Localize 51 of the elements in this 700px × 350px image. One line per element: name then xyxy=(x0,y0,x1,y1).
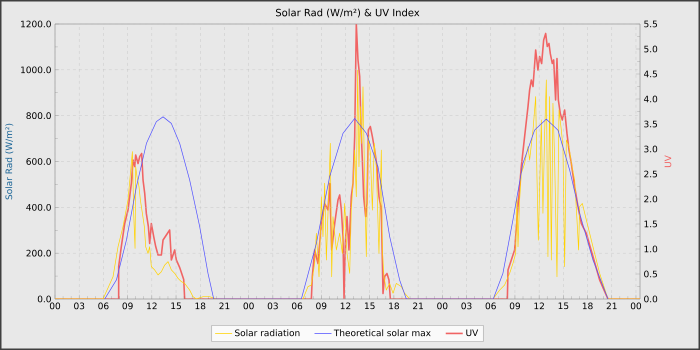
x-tick-label: 15 xyxy=(171,302,181,310)
legend-label: Solar radiation xyxy=(235,329,300,336)
y2-tick-label: 2.5 xyxy=(644,170,658,178)
x-tick-label: 18 xyxy=(389,302,399,310)
x-tick-label: 03 xyxy=(461,302,472,310)
x-tick-label: 12 xyxy=(147,302,157,310)
y2-axis-title: UV xyxy=(664,155,672,168)
y-tick-label: 0.0 xyxy=(38,296,51,302)
y2-tick-label: 0.0 xyxy=(644,296,658,302)
y2-tick-label: 5.5 xyxy=(644,20,658,28)
x-tick-label: 21 xyxy=(219,302,230,310)
y2-tick-label: 4.0 xyxy=(644,96,658,102)
legend-label: UV xyxy=(466,329,478,336)
x-tick-label: 00 xyxy=(437,302,448,310)
x-tick-label: 00 xyxy=(630,302,642,310)
line-series xyxy=(104,116,608,299)
x-tick-label: 00 xyxy=(50,302,60,310)
y2-tick-label: 3.0 xyxy=(644,146,658,152)
y-tick-label: 800.0 xyxy=(26,112,51,120)
legend-label: Theoretical solar max xyxy=(334,329,431,336)
x-tick-label: 15 xyxy=(558,302,568,310)
y2-tick-label: 2.0 xyxy=(644,196,658,202)
x-tick-label: 03 xyxy=(74,302,84,310)
y-tick-label: 200.0 xyxy=(26,250,51,257)
y2-tick-label: 5.0 xyxy=(644,46,658,52)
chart-title: Solar Rad (W/m²) & UV Index xyxy=(276,8,420,18)
y2-tick-label: 1.0 xyxy=(644,246,658,252)
y2-tick-label: 0.5 xyxy=(644,270,658,278)
x-tick-label: 03 xyxy=(268,302,278,310)
y2-tick-label: 4.5 xyxy=(644,70,658,78)
x-tick-label: 00 xyxy=(244,302,254,310)
x-tick-label: 06 xyxy=(486,302,496,310)
y2-tick-label: 1.5 xyxy=(644,220,658,228)
x-tick-label: 21 xyxy=(606,302,617,310)
x-tick-label: 09 xyxy=(122,302,133,310)
x-tick-label: 21 xyxy=(413,302,423,310)
x-tick-label: 09 xyxy=(316,302,326,310)
y-tick-label: 1000.0 xyxy=(21,66,51,74)
x-tick-label: 12 xyxy=(340,302,350,310)
x-tick-label: 06 xyxy=(98,302,109,310)
x-tick-label: 15 xyxy=(364,302,375,310)
x-tick-label: 18 xyxy=(196,302,206,310)
x-tick-label: 09 xyxy=(510,302,520,310)
y-axis-title: Solar Rad (W/m²) xyxy=(5,124,14,200)
x-tick-label: 18 xyxy=(582,302,593,310)
y-tick-label: 1200.0 xyxy=(21,20,51,28)
y-tick-label: 600.0 xyxy=(26,158,51,165)
y2-tick-label: 3.5 xyxy=(644,120,658,128)
x-tick-label: 12 xyxy=(534,302,544,310)
x-tick-label: 06 xyxy=(292,302,302,310)
y-tick-label: 400.0 xyxy=(26,204,51,211)
